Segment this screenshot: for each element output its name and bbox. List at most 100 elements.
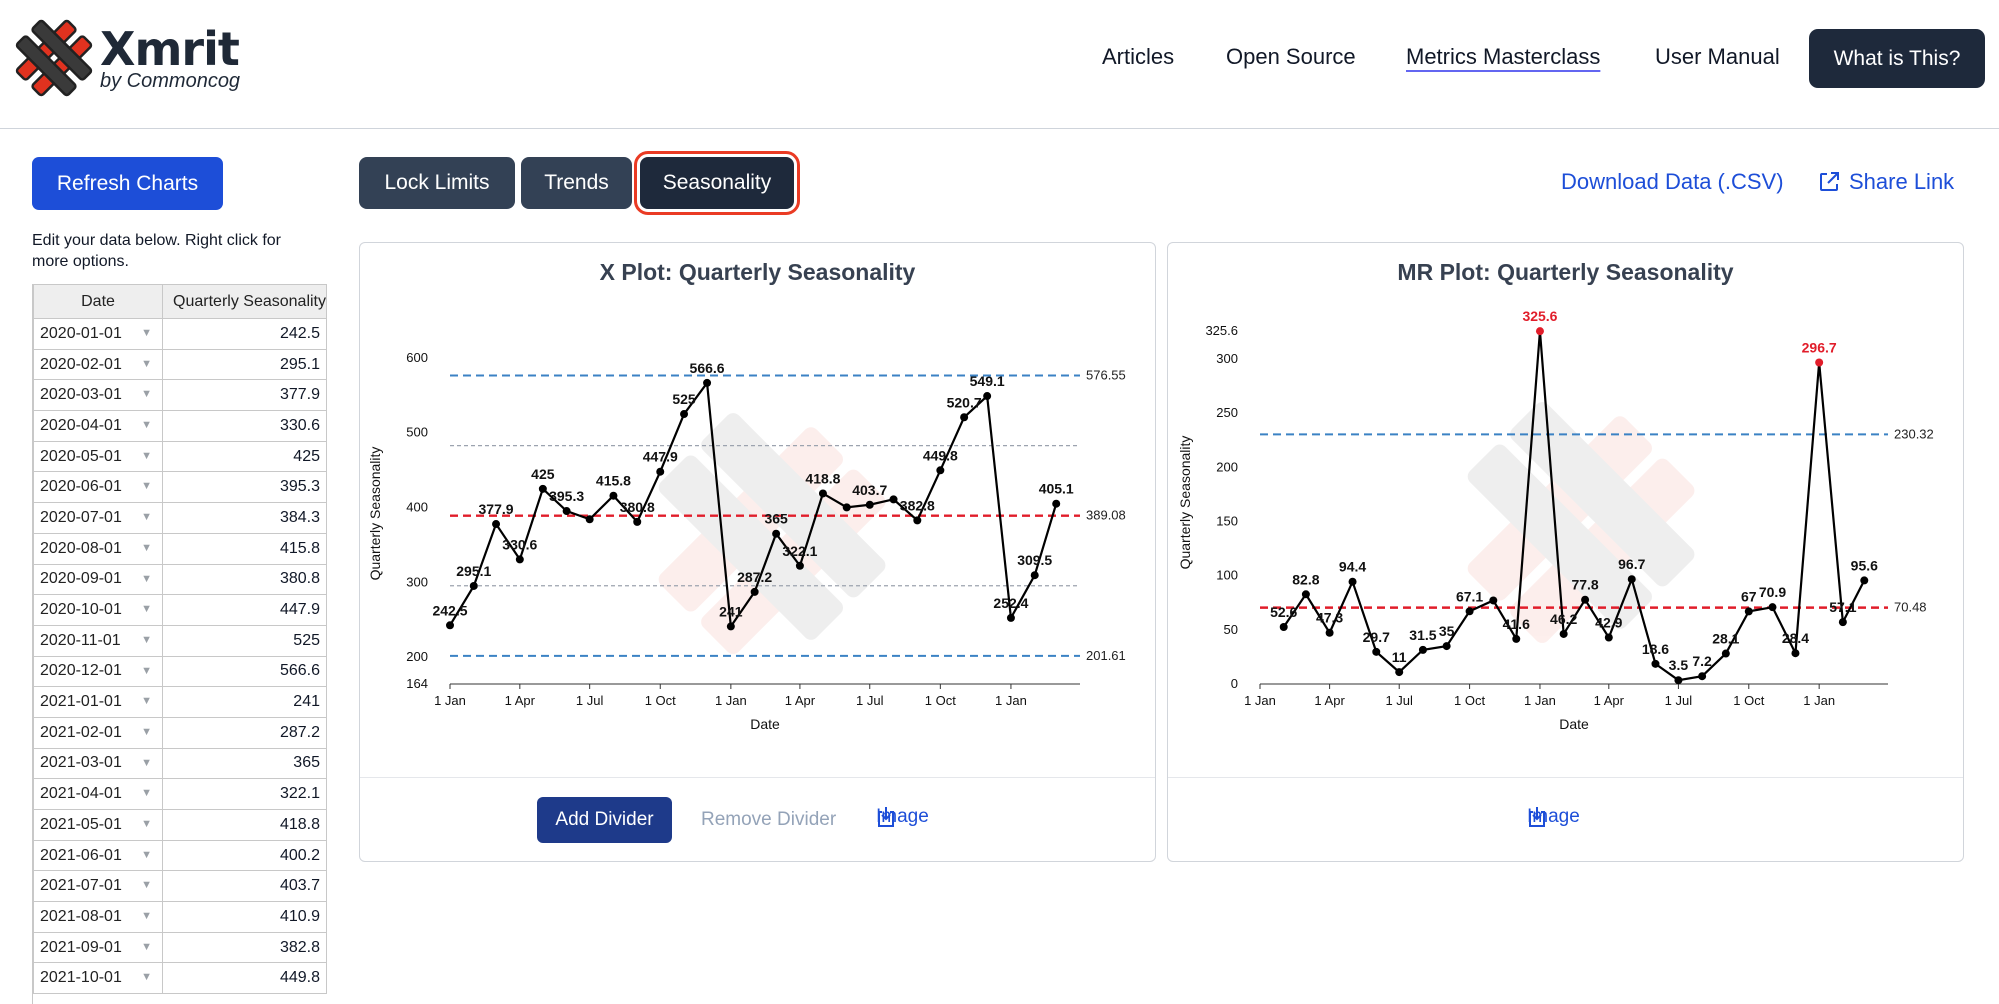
value-cell[interactable]: 415.8 [162,532,327,565]
value-cell[interactable]: 525 [162,624,327,657]
date-cell[interactable]: 2020-10-01 ▼ [33,594,164,626]
table-row[interactable]: 2020-09-01 ▼ 380.8 [33,563,327,596]
table-row[interactable]: 2020-05-01 ▼ 425 [33,440,327,473]
dropdown-arrow-icon[interactable]: ▼ [141,327,153,339]
brand-name[interactable]: Xmrit [100,22,240,76]
table-row[interactable]: 2021-04-01 ▼ 322.1 [33,778,327,810]
dropdown-arrow-icon[interactable]: ▼ [141,695,153,708]
dropdown-arrow-icon[interactable]: ▼ [141,756,153,769]
nav-open-source[interactable]: Open Source [1226,44,1356,69]
table-row[interactable]: 2020-03-01 ▼ 377.9 [33,379,327,412]
dropdown-arrow-icon[interactable]: ▼ [141,603,153,616]
value-cell[interactable]: 449.8 [162,962,327,995]
date-cell[interactable]: 2020-04-01 ▼ [33,410,164,442]
date-cell[interactable]: 2021-09-01 ▼ [33,931,164,964]
date-cell[interactable]: 2021-07-01 ▼ [33,870,164,903]
date-cell[interactable]: 2020-01-01 ▼ [33,318,164,350]
mr-plot-image-button[interactable]: Image [1527,806,1580,828]
value-cell[interactable]: 287.2 [162,716,327,749]
date-cell[interactable]: 2020-06-01 ▼ [33,471,164,504]
value-cell[interactable]: 418.8 [162,809,327,841]
value-cell[interactable]: 241 [162,686,327,718]
dropdown-arrow-icon[interactable]: ▼ [141,541,153,554]
xmrit-logo-icon[interactable] [10,14,98,102]
value-cell[interactable]: 384.3 [162,502,327,534]
column-header-date[interactable]: Date [33,284,164,319]
dropdown-arrow-icon[interactable]: ▼ [141,480,153,493]
date-cell[interactable]: 2020-08-01 ▼ [33,532,164,565]
mr-plot-chart[interactable]: 1 Jan 1 Apr 1 Jul 1 Oct 1 Jan 1 Apr 1 Jul 1 Oct… [1168,243,1965,777]
table-row[interactable]: 2020-07-01 ▼ 384.3 [33,502,327,534]
value-cell[interactable]: 365 [162,747,327,780]
dropdown-arrow-icon[interactable]: ▼ [141,848,153,861]
value-cell[interactable]: 400.2 [162,839,327,872]
download-csv-link[interactable]: Download Data (.CSV) [1561,169,1784,195]
dropdown-arrow-icon[interactable]: ▼ [141,357,153,370]
table-row[interactable]: 2020-12-01 ▼ 566.6 [33,655,327,688]
table-row[interactable]: 2021-02-01 ▼ 287.2 [33,716,327,749]
dropdown-arrow-icon[interactable]: ▼ [141,910,153,923]
what-is-this-button[interactable]: What is This? [1809,29,1985,88]
share-link[interactable]: Share Link [1817,169,1954,195]
nav-metrics-masterclass[interactable]: Metrics Masterclass [1406,44,1601,69]
table-row[interactable]: 2021-05-01 ▼ 418.8 [33,809,327,841]
dropdown-arrow-icon[interactable]: ▼ [141,572,153,585]
dropdown-arrow-icon[interactable]: ▼ [141,879,153,892]
refresh-charts-button[interactable]: Refresh Charts [32,157,223,210]
value-cell[interactable]: 380.8 [162,563,327,596]
table-row[interactable]: 2020-10-01 ▼ 447.9 [33,594,327,626]
date-cell[interactable]: 2021-05-01 ▼ [33,809,164,841]
table-row[interactable]: 2020-06-01 ▼ 395.3 [33,471,327,504]
date-cell[interactable]: 2020-11-01 ▼ [33,624,164,657]
lock-limits-button[interactable]: Lock Limits [359,157,515,209]
column-header-value[interactable]: Quarterly Seasonality [162,284,327,319]
dropdown-arrow-icon[interactable]: ▼ [141,971,153,984]
dropdown-arrow-icon[interactable]: ▼ [141,725,153,738]
date-cell[interactable]: 2021-10-01 ▼ [33,962,164,995]
value-cell[interactable]: 322.1 [162,778,327,810]
seasonality-button[interactable]: Seasonality [634,151,800,215]
table-row[interactable]: 2020-04-01 ▼ 330.6 [33,410,327,442]
table-row[interactable]: 2021-07-01 ▼ 403.7 [33,870,327,903]
date-cell[interactable]: 2021-02-01 ▼ [33,716,164,749]
value-cell[interactable]: 410.9 [162,901,327,933]
dropdown-arrow-icon[interactable]: ▼ [141,419,153,432]
date-cell[interactable]: 2020-12-01 ▼ [33,655,164,688]
dropdown-arrow-icon[interactable]: ▼ [141,664,153,677]
dropdown-arrow-icon[interactable]: ▼ [141,940,153,953]
value-cell[interactable]: 382.8 [162,931,327,964]
value-cell[interactable]: 566.6 [162,655,327,688]
date-cell[interactable]: 2021-08-01 ▼ [33,901,164,933]
value-cell[interactable]: 447.9 [162,594,327,626]
nav-user-manual[interactable]: User Manual [1655,44,1780,69]
date-cell[interactable]: 2020-07-01 ▼ [33,502,164,534]
date-cell[interactable]: 2020-05-01 ▼ [33,440,164,473]
date-cell[interactable]: 2021-04-01 ▼ [33,778,164,810]
data-grid[interactable]: Date Quarterly Seasonality 2020-01-01 ▼ 24… [32,284,327,1004]
trends-button[interactable]: Trends [521,157,632,209]
dropdown-arrow-icon[interactable]: ▼ [141,787,153,800]
date-cell[interactable]: 2020-09-01 ▼ [33,563,164,596]
dropdown-arrow-icon[interactable]: ▼ [141,388,153,401]
dropdown-arrow-icon[interactable]: ▼ [141,449,153,462]
value-cell[interactable]: 377.9 [162,379,327,412]
value-cell[interactable]: 242.5 [162,318,327,350]
table-row[interactable]: 2021-09-01 ▼ 382.8 [33,931,327,964]
dropdown-arrow-icon[interactable]: ▼ [141,511,153,524]
table-row[interactable]: 2021-06-01 ▼ 400.2 [33,839,327,872]
remove-divider-button[interactable]: Remove Divider [701,809,837,830]
value-cell[interactable]: 425 [162,440,327,473]
table-row[interactable]: 2021-03-01 ▼ 365 [33,747,327,780]
table-row[interactable]: 2021-01-01 ▼ 241 [33,686,327,718]
table-row[interactable]: 2020-11-01 ▼ 525 [33,624,327,657]
date-cell[interactable]: 2021-03-01 ▼ [33,747,164,780]
value-cell[interactable]: 403.7 [162,870,327,903]
table-row[interactable]: 2020-02-01 ▼ 295.1 [33,348,327,381]
nav-articles[interactable]: Articles [1102,44,1175,69]
table-row[interactable]: 2020-01-01 ▼ 242.5 [33,318,327,350]
table-row[interactable]: 2020-08-01 ▼ 415.8 [33,532,327,565]
dropdown-arrow-icon[interactable]: ▼ [141,818,153,830]
table-row[interactable]: 2021-10-01 ▼ 449.8 [33,962,327,995]
value-cell[interactable]: 395.3 [162,471,327,504]
table-row[interactable]: 2021-08-01 ▼ 410.9 [33,901,327,933]
